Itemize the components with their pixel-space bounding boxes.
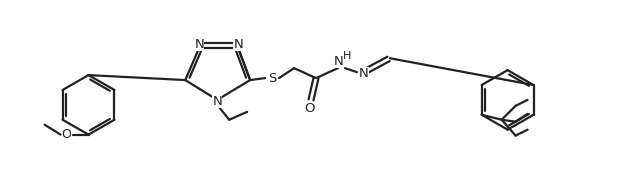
Text: N: N bbox=[212, 95, 222, 108]
Text: N: N bbox=[334, 55, 344, 68]
Text: O: O bbox=[61, 128, 72, 141]
Text: H: H bbox=[343, 51, 351, 61]
Text: N: N bbox=[195, 38, 204, 51]
Text: N: N bbox=[234, 38, 243, 51]
Text: S: S bbox=[268, 72, 276, 85]
Text: N: N bbox=[359, 67, 369, 80]
Text: O: O bbox=[304, 102, 314, 115]
